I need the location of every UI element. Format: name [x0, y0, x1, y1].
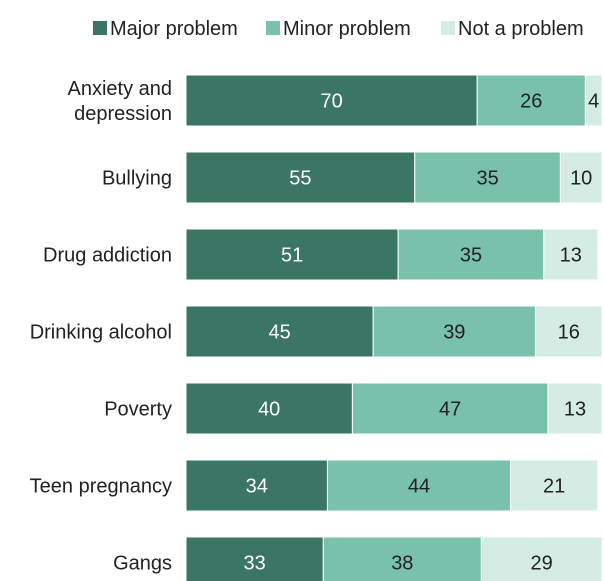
- data-label: 26: [520, 91, 542, 113]
- legend-label: Not a problem: [458, 18, 584, 40]
- bar-segment: [326, 459, 511, 512]
- data-label: 47: [439, 399, 461, 421]
- data-label: 10: [570, 168, 592, 190]
- bar-row: 45 39 16: [185, 305, 603, 358]
- bars: 70 26 4 55 35 10 51 35 13 45 39 16 40 47 13 34 44 21 33 38 2…: [185, 74, 603, 581]
- category-label: Drug addiction: [43, 245, 172, 267]
- data-label: 4: [588, 91, 599, 113]
- bar-segment: [185, 459, 328, 512]
- bar-row: 55 35 10: [185, 151, 603, 204]
- legend-item: Minor problem: [266, 18, 411, 40]
- legend-swatch: [266, 21, 280, 35]
- legend-item: Major problem: [93, 18, 238, 40]
- bar-row: 70 26 4: [185, 74, 603, 127]
- data-label: 35: [460, 245, 482, 267]
- bar-row: 34 44 21: [185, 459, 599, 512]
- bar-segment: [185, 151, 416, 204]
- legend-item: Not a problem: [441, 18, 584, 40]
- data-label: 34: [246, 476, 268, 498]
- bar-segment: [185, 382, 353, 435]
- bar-segment: [414, 151, 561, 204]
- category-label: depression: [74, 103, 172, 125]
- bar-segment: [509, 459, 599, 512]
- bar-segment: [559, 151, 603, 204]
- bar-segment: [185, 536, 324, 581]
- legend-swatch: [93, 21, 107, 35]
- data-label: 21: [543, 476, 565, 498]
- bar-segment: [185, 305, 374, 358]
- legend-label: Minor problem: [283, 18, 411, 40]
- bar-segment: [397, 228, 545, 281]
- data-label: 16: [558, 322, 580, 344]
- bar-row: 33 38 29: [185, 536, 603, 581]
- bar-segment: [185, 228, 399, 281]
- bar-segment: [584, 74, 603, 127]
- category-labels: Anxiety and depression Bullying Drug addict…: [30, 78, 172, 575]
- data-label: 33: [244, 553, 266, 575]
- bar-segment: [185, 74, 478, 127]
- bar-segment: [534, 305, 603, 358]
- data-label: 40: [258, 399, 280, 421]
- category-label: Teen pregnancy: [30, 476, 172, 498]
- bar-segment: [476, 74, 586, 127]
- data-label: 29: [531, 553, 553, 575]
- data-label: 70: [320, 91, 342, 113]
- category-label: Poverty: [104, 399, 172, 421]
- legend: Major problem Minor problem Not a problem: [93, 18, 584, 40]
- category-label: Gangs: [113, 553, 172, 575]
- bar-segment: [480, 536, 603, 581]
- data-label: 44: [408, 476, 430, 498]
- bar-row: 51 35 13: [185, 228, 599, 281]
- data-label: 51: [281, 245, 303, 267]
- legend-label: Major problem: [110, 18, 238, 40]
- data-label: 39: [443, 322, 465, 344]
- data-label: 38: [391, 553, 413, 575]
- bar-segment: [547, 382, 603, 435]
- data-label: 55: [289, 168, 311, 190]
- category-label: Drinking alcohol: [30, 322, 172, 344]
- bar-segment: [543, 228, 599, 281]
- category-label: Anxiety and: [67, 78, 172, 100]
- legend-swatch: [441, 21, 455, 35]
- data-label: 13: [560, 245, 582, 267]
- bar-row: 40 47 13: [185, 382, 603, 435]
- bar-segment: [372, 305, 536, 358]
- data-label: 45: [268, 322, 290, 344]
- bar-segment: [351, 382, 549, 435]
- data-label: 13: [564, 399, 586, 421]
- data-label: 35: [476, 168, 498, 190]
- category-label: Bullying: [102, 168, 172, 190]
